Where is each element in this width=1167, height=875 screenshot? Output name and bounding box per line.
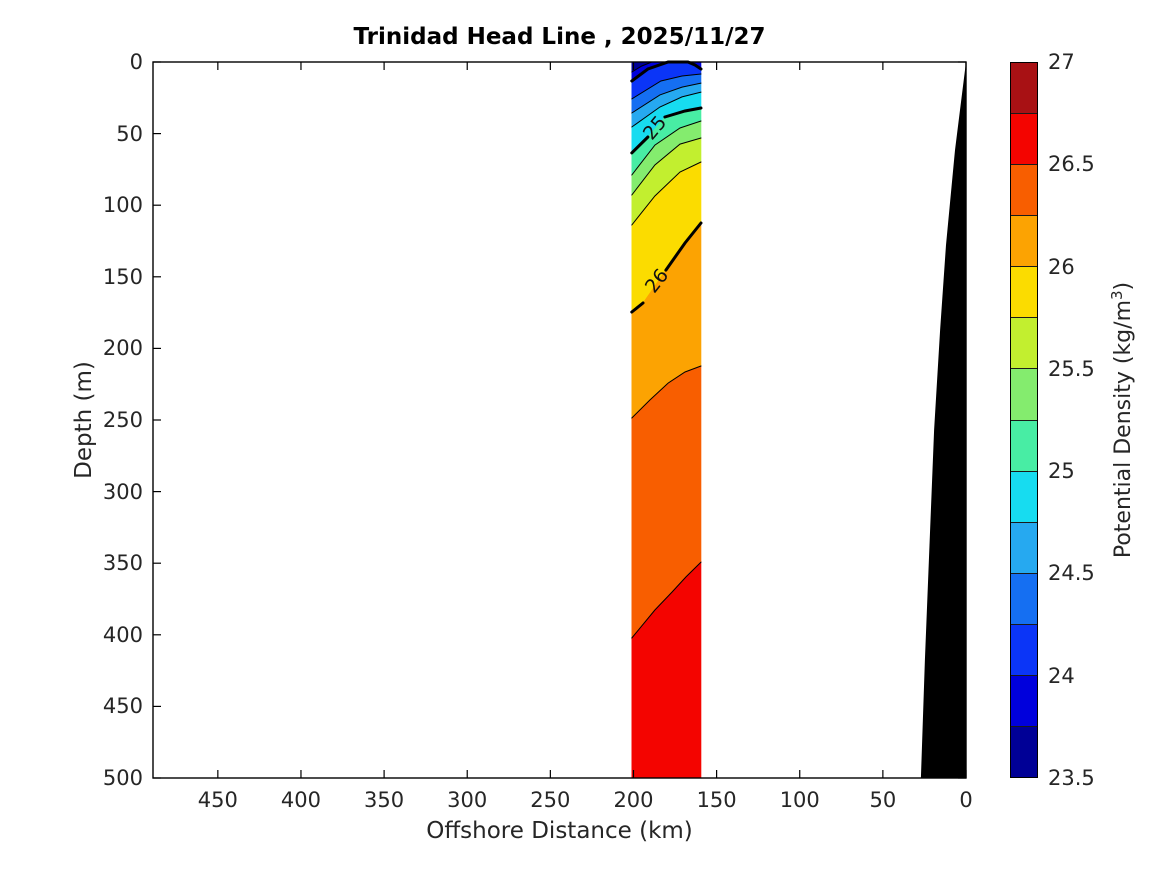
colorbar: [1010, 62, 1038, 778]
colorbar-segment: [1011, 419, 1037, 471]
colorbar-label-suffix: ): [1111, 281, 1137, 291]
x-tick-label: 250: [530, 788, 571, 812]
isopycnal-25.75: [631, 161, 702, 226]
isopycnal-25: [630, 135, 650, 155]
x-axis-label: Offshore Distance (km): [426, 818, 693, 844]
isopycnal-26.5: [631, 561, 702, 639]
isopycnal-25: [663, 106, 703, 119]
y-tick-label: 100: [102, 193, 143, 218]
colorbar-axis-label: Potential Density (kg/m3): [1108, 282, 1136, 558]
x-tick-label: 300: [447, 788, 488, 812]
colorbar-segment: [1011, 470, 1037, 522]
colorbar-segment: [1011, 63, 1037, 114]
colorbar-tick-label: 23.5: [1048, 766, 1095, 790]
axes-box-and-ticks: [152, 61, 967, 779]
colorbar-segment: [1011, 266, 1037, 318]
colorbar-segment: [1011, 164, 1037, 216]
x-tick-label: 50: [869, 788, 897, 812]
density-fill-regions: [631, 61, 702, 779]
isopycnal-24.75: [631, 91, 702, 128]
y-tick-label: 200: [102, 336, 143, 361]
y-tick-label: 250: [102, 408, 143, 432]
y-tick-label: 150: [102, 264, 143, 289]
bathymetry-mask: [920, 62, 966, 778]
colorbar-tick-label: 25.5: [1048, 356, 1095, 381]
colorbar-label-text: Potential Density (kg/m: [1111, 300, 1137, 559]
isopycnal-24.25: [631, 73, 702, 100]
isopycnal-26.25: [631, 365, 702, 419]
y-tick-label: 0: [129, 50, 143, 74]
plot-title: Trinidad Head Line , 2025/11/27: [353, 24, 766, 50]
colorbar-tick-label: 24.5: [1048, 561, 1095, 586]
colorbar-segment: [1011, 674, 1037, 727]
colorbar-segment: [1011, 215, 1037, 267]
isopycnal-25.5: [631, 137, 702, 196]
y-tick-label: 350: [102, 551, 143, 576]
colorbar-segment: [1011, 317, 1037, 369]
x-tick-label: 200: [613, 788, 654, 812]
y-tick-label: 500: [102, 766, 143, 790]
isopycnal-23.75: [631, 61, 653, 73]
colorbar-segment: [1011, 572, 1037, 624]
colorbar-segment: [1011, 368, 1037, 420]
x-tick-label: 350: [364, 788, 405, 812]
colorbar-tick-label: 27: [1048, 50, 1075, 74]
x-tick-label: 0: [959, 788, 973, 812]
colorbar-tick-label: 25: [1048, 459, 1075, 484]
colorbar-label-superscript: 3: [1107, 290, 1126, 300]
bathymetry-polygon: [920, 62, 966, 778]
x-tick-label: 400: [280, 788, 322, 812]
colorbar-segment: [1011, 623, 1037, 675]
colorbar-segment: [1011, 726, 1037, 778]
colorbar-tick-label: 24: [1048, 663, 1075, 688]
y-tick-label: 50: [116, 121, 143, 146]
x-tick-label: 150: [696, 788, 737, 812]
axes-box: [152, 61, 967, 779]
x-tick-label: 450: [197, 788, 238, 812]
colorbar-tick-label: 26.5: [1048, 152, 1095, 177]
isopycnal-24.5: [631, 82, 702, 114]
colorbar-segment: [1011, 113, 1037, 165]
isopycnal-25.25: [631, 120, 702, 176]
colorbar-segment: [1011, 521, 1037, 573]
y-tick-label: 300: [102, 479, 143, 504]
y-tick-label: 450: [102, 694, 143, 719]
y-tick-label: 400: [102, 622, 143, 647]
isopycnal-26: [664, 221, 703, 272]
isopycnal-contour-lines: [630, 60, 703, 639]
colorbar-tick-label: 26: [1048, 254, 1075, 279]
isopycnal-26: [630, 301, 645, 314]
x-tick-label: 100: [779, 788, 820, 812]
